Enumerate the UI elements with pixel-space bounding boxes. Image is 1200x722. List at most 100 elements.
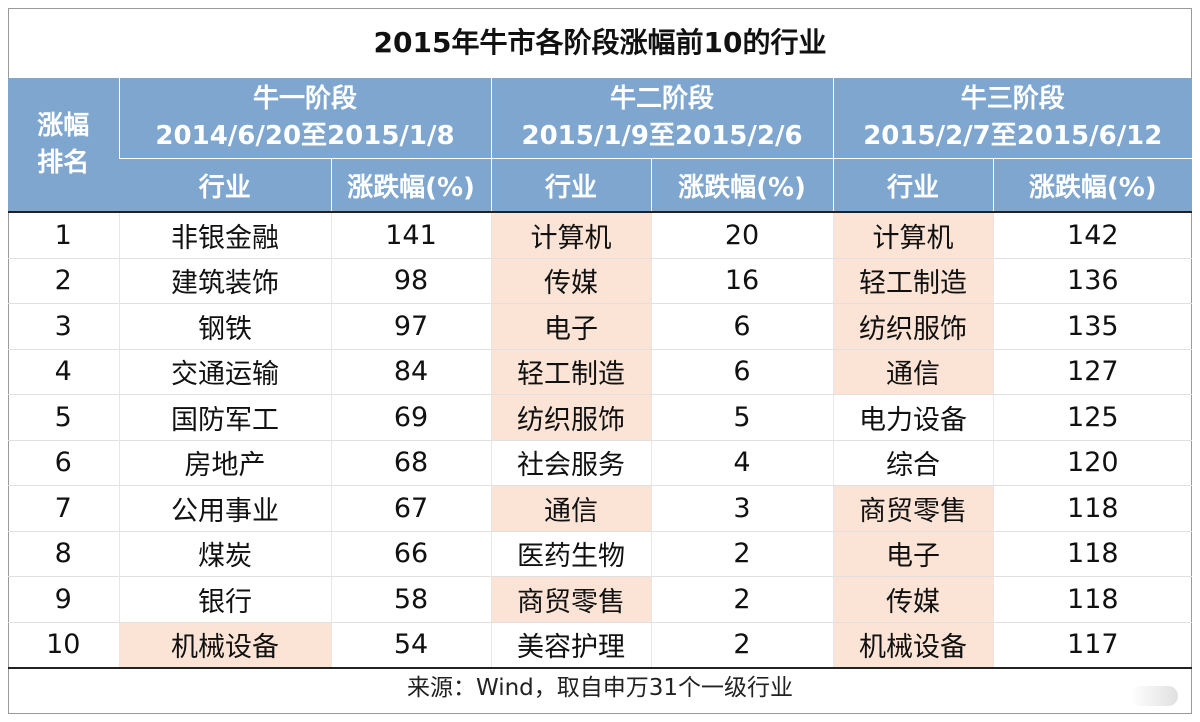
rank-cell: 8: [8, 530, 119, 577]
stage2-change-cell: 6: [650, 348, 834, 395]
stage3-change-cell: 125: [992, 394, 1193, 440]
stage3-change-cell: 142: [992, 211, 1193, 258]
stage1-name: 牛一阶段: [253, 84, 358, 114]
table-row: 5 国防军工 69 纺织服饰 5 电力设备 125: [8, 394, 1193, 440]
table-row: 2 建筑装饰 98 传媒 16 轻工制造 136: [8, 257, 1193, 304]
rank-cell: 5: [8, 394, 119, 440]
stage3-industry-cell: 电子: [832, 530, 994, 577]
stage1-change-cell: 66: [330, 530, 492, 577]
stage3-name: 牛三阶段: [960, 84, 1065, 114]
stage1-industry-cell: 非银金融: [118, 211, 331, 258]
stage2-change-cell: 3: [650, 485, 834, 531]
stage1-change-cell: 97: [330, 303, 492, 349]
stage3-change-cell: 118: [992, 576, 1193, 622]
table-row: 8 煤炭 66 医药生物 2 电子 118: [8, 530, 1193, 577]
stage3-change-cell: 135: [992, 303, 1193, 349]
rank-cell: 2: [8, 257, 119, 304]
stage2-industry-cell: 医药生物: [490, 530, 652, 577]
rank-cell: 3: [8, 303, 119, 349]
stage3-change-cell: 136: [992, 257, 1193, 304]
stage2-industry-cell: 美容护理: [490, 621, 652, 669]
stage2-header: 牛二阶段 2015/1/9至2015/2/6: [490, 78, 834, 159]
stage2-industry-cell: 计算机: [490, 211, 652, 258]
stage2-industry-cell: 社会服务: [490, 439, 652, 486]
stage3-change-cell: 120: [992, 439, 1193, 486]
rank-cell: 4: [8, 348, 119, 395]
rank-header-line2: 排名: [37, 147, 90, 178]
stage3-header: 牛三阶段 2015/2/7至2015/6/12: [832, 78, 1193, 159]
stage2-change-cell: 16: [650, 257, 834, 304]
stage1-change-cell: 67: [330, 485, 492, 531]
stage3-change-header: 涨跌幅(%): [992, 158, 1193, 212]
stage2-change-cell: 2: [650, 621, 834, 669]
stage3-industry-cell: 纺织服饰: [832, 303, 994, 349]
rank-header: 涨幅 排名: [8, 78, 119, 212]
source-note: 来源：Wind，取自申万31个一级行业: [406, 675, 794, 701]
table-row: 6 房地产 68 社会服务 4 综合 120: [8, 439, 1193, 486]
rank-cell: 7: [8, 485, 119, 531]
stage1-change-cell: 68: [330, 439, 492, 486]
table-row: 3 钢铁 97 电子 6 纺织服饰 135: [8, 303, 1193, 349]
stage2-change-cell: 6: [650, 303, 834, 349]
rank-cell: 9: [8, 576, 119, 622]
table-row: 10 机械设备 54 美容护理 2 机械设备 117: [8, 621, 1193, 669]
stage1-industry-cell: 国防军工: [118, 394, 331, 440]
stage1-industry-cell: 公用事业: [118, 485, 331, 531]
stage2-industry-cell: 通信: [490, 485, 652, 531]
table-row: 9 银行 58 商贸零售 2 传媒 118: [8, 576, 1193, 622]
stage1-industry-header: 行业: [119, 158, 331, 212]
table-title: 2015年牛市各阶段涨幅前10的行业: [373, 26, 827, 59]
stage2-industry-cell: 商贸零售: [490, 576, 652, 622]
stage1-industry-cell: 交通运输: [118, 348, 331, 395]
stage3-industry-cell: 通信: [832, 348, 994, 395]
stage3-change-cell: 118: [992, 530, 1193, 577]
rank-header-line1: 涨幅: [37, 110, 90, 141]
stage2-industry-cell: 传媒: [490, 257, 652, 304]
stage2-change-cell: 2: [650, 576, 834, 622]
stage3-industry-cell: 传媒: [832, 576, 994, 622]
stage3-industry-cell: 计算机: [832, 211, 994, 258]
stage2-change-cell: 2: [650, 530, 834, 577]
stage3-industry-cell: 商贸零售: [832, 485, 994, 531]
stage2-industry-cell: 电子: [490, 303, 652, 349]
table-row: 7 公用事业 67 通信 3 商贸零售 118: [8, 485, 1193, 531]
stage3-change-cell: 118: [992, 485, 1193, 531]
stage1-industry-cell: 钢铁: [118, 303, 331, 349]
stage3-change-cell: 127: [992, 348, 1193, 395]
stage1-change-header: 涨跌幅(%): [330, 158, 492, 212]
stage3-industry-cell: 综合: [832, 439, 994, 486]
stage2-change-cell: 5: [650, 394, 834, 440]
table-row: 4 交通运输 84 轻工制造 6 通信 127: [8, 348, 1193, 395]
stage1-change-cell: 69: [330, 394, 492, 440]
stage2-industry-cell: 轻工制造: [490, 348, 652, 395]
stage1-industry-cell: 房地产: [118, 439, 331, 486]
rank-cell: 10: [8, 621, 119, 669]
stage3-industry-header: 行业: [832, 158, 994, 212]
stage1-change-cell: 54: [330, 621, 492, 669]
stage1-range: 2014/6/20至2015/1/8: [155, 121, 455, 151]
stage2-name: 牛二阶段: [610, 84, 715, 114]
stage3-industry-cell: 机械设备: [832, 621, 994, 669]
stage2-change-header: 涨跌幅(%): [650, 158, 834, 212]
stage2-change-cell: 4: [650, 439, 834, 486]
stage1-industry-cell: 机械设备: [118, 621, 331, 669]
stage1-change-cell: 141: [330, 211, 492, 258]
stage2-change-cell: 20: [650, 211, 834, 258]
stage1-change-cell: 98: [330, 257, 492, 304]
table-row: 1 非银金融 141 计算机 20 计算机 142: [8, 211, 1193, 258]
watermark-logo: [1130, 686, 1178, 706]
stage3-industry-cell: 电力设备: [832, 394, 994, 440]
ranking-table: 涨幅 排名 牛一阶段 2014/6/20至2015/1/8 牛二阶段 2015/…: [8, 78, 1193, 669]
stage2-industry-cell: 纺织服饰: [490, 394, 652, 440]
stage1-industry-cell: 银行: [118, 576, 331, 622]
stage2-industry-header: 行业: [490, 158, 652, 212]
stage1-industry-cell: 煤炭: [118, 530, 331, 577]
stage3-range: 2015/2/7至2015/6/12: [863, 121, 1163, 151]
stage1-industry-cell: 建筑装饰: [118, 257, 331, 304]
rank-cell: 6: [8, 439, 119, 486]
stage1-change-cell: 58: [330, 576, 492, 622]
stage1-header: 牛一阶段 2014/6/20至2015/1/8: [118, 78, 492, 159]
stage1-change-cell: 84: [330, 348, 492, 395]
stage3-industry-cell: 轻工制造: [832, 257, 994, 304]
rank-cell: 1: [8, 211, 119, 258]
